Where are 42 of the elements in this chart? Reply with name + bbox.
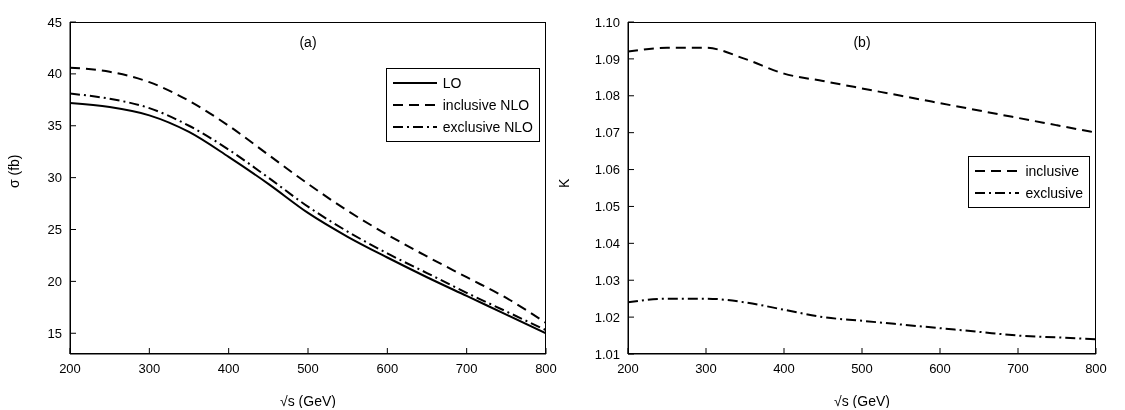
- y-tick-label: 40: [47, 66, 62, 82]
- x-tick-label: 400: [773, 361, 795, 377]
- x-tick-label: 700: [1007, 361, 1029, 377]
- annotation: (b): [852, 34, 872, 50]
- x-tick-label: 200: [59, 361, 81, 377]
- y-tick-label: 15: [47, 325, 62, 341]
- y-tick-label: 1.07: [594, 125, 620, 141]
- x-axis-title: √s (GeV): [834, 393, 890, 409]
- y-tick-label: 20: [47, 273, 62, 289]
- y-tick-label: 1.03: [594, 272, 620, 288]
- legend-label: inclusive NLO: [442, 97, 530, 113]
- y-tick-label: 1.04: [594, 235, 620, 251]
- y-tick-label: 35: [47, 118, 62, 134]
- y-tick-label: 1.08: [594, 88, 620, 104]
- y-axis-title: K: [555, 178, 572, 188]
- y-axis-title: σ (fb): [5, 154, 22, 188]
- x-tick-label: 800: [1085, 361, 1107, 377]
- x-tick-label: 300: [138, 361, 161, 377]
- y-tick-label: 1.09: [594, 51, 620, 67]
- y-tick-label: 1.01: [594, 346, 620, 362]
- x-tick-label: 300: [695, 361, 717, 377]
- y-tick-label: 25: [47, 222, 62, 238]
- x-tick-label: 400: [217, 361, 240, 377]
- legend-label: exclusive: [1025, 185, 1083, 201]
- x-tick-label: 200: [617, 361, 639, 377]
- legend-label: LO: [442, 75, 462, 91]
- y-tick-label: 45: [47, 14, 62, 30]
- y-tick-label: 1.02: [594, 309, 620, 325]
- y-tick-label: 1.10: [594, 14, 620, 30]
- x-tick-label: 500: [851, 361, 873, 377]
- legend-label: inclusive: [1025, 163, 1080, 179]
- y-tick-label: 1.05: [594, 199, 620, 215]
- x-tick-label: 500: [297, 361, 319, 377]
- legend-label: exclusive NLO: [442, 119, 533, 135]
- y-tick-label: 30: [47, 170, 62, 186]
- x-tick-label: 700: [455, 361, 478, 377]
- x-tick-label: 600: [929, 361, 951, 377]
- x-axis-title: √s (GeV): [280, 393, 336, 409]
- x-tick-label: 600: [376, 361, 399, 377]
- annotation: (a): [298, 34, 318, 50]
- y-tick-label: 1.06: [594, 162, 620, 178]
- x-tick-label: 800: [535, 361, 557, 377]
